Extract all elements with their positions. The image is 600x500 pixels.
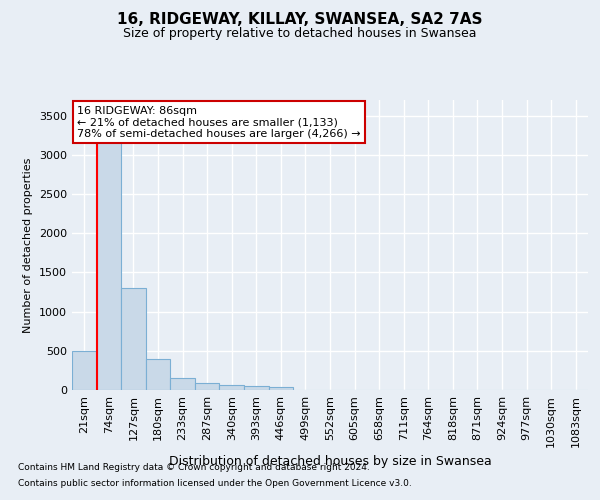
X-axis label: Distribution of detached houses by size in Swansea: Distribution of detached houses by size … bbox=[169, 455, 491, 468]
Text: 16 RIDGEWAY: 86sqm
← 21% of detached houses are smaller (1,133)
78% of semi-deta: 16 RIDGEWAY: 86sqm ← 21% of detached hou… bbox=[77, 106, 361, 139]
Text: Size of property relative to detached houses in Swansea: Size of property relative to detached ho… bbox=[123, 28, 477, 40]
Bar bbox=[170, 378, 195, 390]
Bar bbox=[72, 351, 97, 390]
Text: Contains HM Land Registry data © Crown copyright and database right 2024.: Contains HM Land Registry data © Crown c… bbox=[18, 464, 370, 472]
Text: 16, RIDGEWAY, KILLAY, SWANSEA, SA2 7AS: 16, RIDGEWAY, KILLAY, SWANSEA, SA2 7AS bbox=[117, 12, 483, 28]
Bar bbox=[97, 124, 121, 390]
Bar bbox=[121, 288, 146, 390]
Bar bbox=[195, 383, 220, 390]
Bar bbox=[220, 386, 244, 390]
Bar bbox=[244, 386, 269, 390]
Bar bbox=[269, 387, 293, 390]
Y-axis label: Number of detached properties: Number of detached properties bbox=[23, 158, 34, 332]
Bar bbox=[146, 360, 170, 390]
Text: Contains public sector information licensed under the Open Government Licence v3: Contains public sector information licen… bbox=[18, 478, 412, 488]
